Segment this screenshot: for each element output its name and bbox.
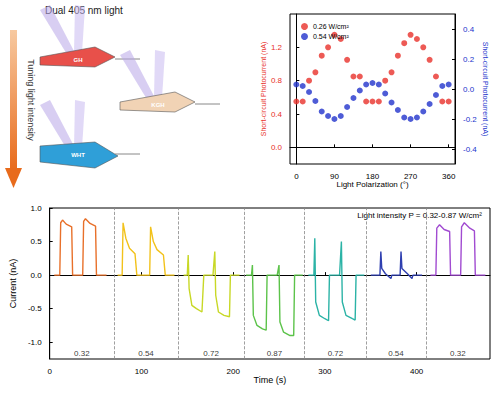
svg-text:KGH: KGH xyxy=(151,102,164,108)
svg-text:300: 300 xyxy=(318,367,332,376)
svg-text:1.2: 1.2 xyxy=(271,43,283,52)
svg-text:0: 0 xyxy=(294,172,299,181)
svg-text:0.0: 0.0 xyxy=(463,85,475,94)
svg-text:Tuning light intensity: Tuning light intensity xyxy=(26,59,36,141)
svg-text:0.54: 0.54 xyxy=(138,349,154,358)
svg-text:WHT: WHT xyxy=(71,152,85,158)
svg-text:100: 100 xyxy=(135,367,149,376)
svg-text:Light intensity P = 0.32-0.87: Light intensity P = 0.32-0.87 W/cm² xyxy=(357,211,482,220)
svg-text:GH: GH xyxy=(74,57,83,63)
svg-text:0.8: 0.8 xyxy=(271,76,283,85)
svg-text:Short-circuit Photocurrent (nA: Short-circuit Photocurrent (nA) xyxy=(260,42,268,137)
svg-text:360: 360 xyxy=(442,172,456,181)
svg-text:400: 400 xyxy=(410,367,424,376)
svg-text:90: 90 xyxy=(330,172,339,181)
svg-text:0.32: 0.32 xyxy=(450,349,466,358)
svg-text:-0.5: -0.5 xyxy=(28,304,42,313)
svg-text:0.4: 0.4 xyxy=(271,110,283,119)
svg-text:0.5: 0.5 xyxy=(31,237,43,246)
svg-text:180: 180 xyxy=(366,172,380,181)
svg-text:270: 270 xyxy=(404,172,418,181)
svg-text:0.26 W/cm²: 0.26 W/cm² xyxy=(313,23,349,30)
svg-text:1.0: 1.0 xyxy=(31,204,43,213)
svg-text:0.2: 0.2 xyxy=(463,55,475,64)
svg-text:Light Polarization (°): Light Polarization (°) xyxy=(336,180,408,189)
svg-text:0.32: 0.32 xyxy=(74,349,90,358)
svg-text:Short-circuit Photocurrent (nA: Short-circuit Photocurrent (nA) xyxy=(481,42,489,137)
svg-text:-0.2: -0.2 xyxy=(463,115,477,124)
svg-text:0.4: 0.4 xyxy=(463,25,475,34)
svg-text:200: 200 xyxy=(226,367,240,376)
svg-text:0.0: 0.0 xyxy=(271,143,283,152)
svg-text:Time (s): Time (s) xyxy=(254,375,287,385)
svg-text:-0.4: -0.4 xyxy=(463,145,477,154)
svg-text:Dual 405 nm light: Dual 405 nm light xyxy=(45,5,123,16)
svg-text:-1.0: -1.0 xyxy=(28,338,42,347)
svg-text:0.54: 0.54 xyxy=(388,349,404,358)
svg-text:0.0: 0.0 xyxy=(31,271,43,280)
svg-text:Current (nA): Current (nA) xyxy=(8,259,18,309)
svg-text:0.72: 0.72 xyxy=(328,349,344,358)
svg-text:0.54 W/cm²: 0.54 W/cm² xyxy=(313,33,349,40)
svg-text:0: 0 xyxy=(47,367,52,376)
svg-text:0.87: 0.87 xyxy=(267,349,283,358)
svg-text:0.72: 0.72 xyxy=(203,349,219,358)
